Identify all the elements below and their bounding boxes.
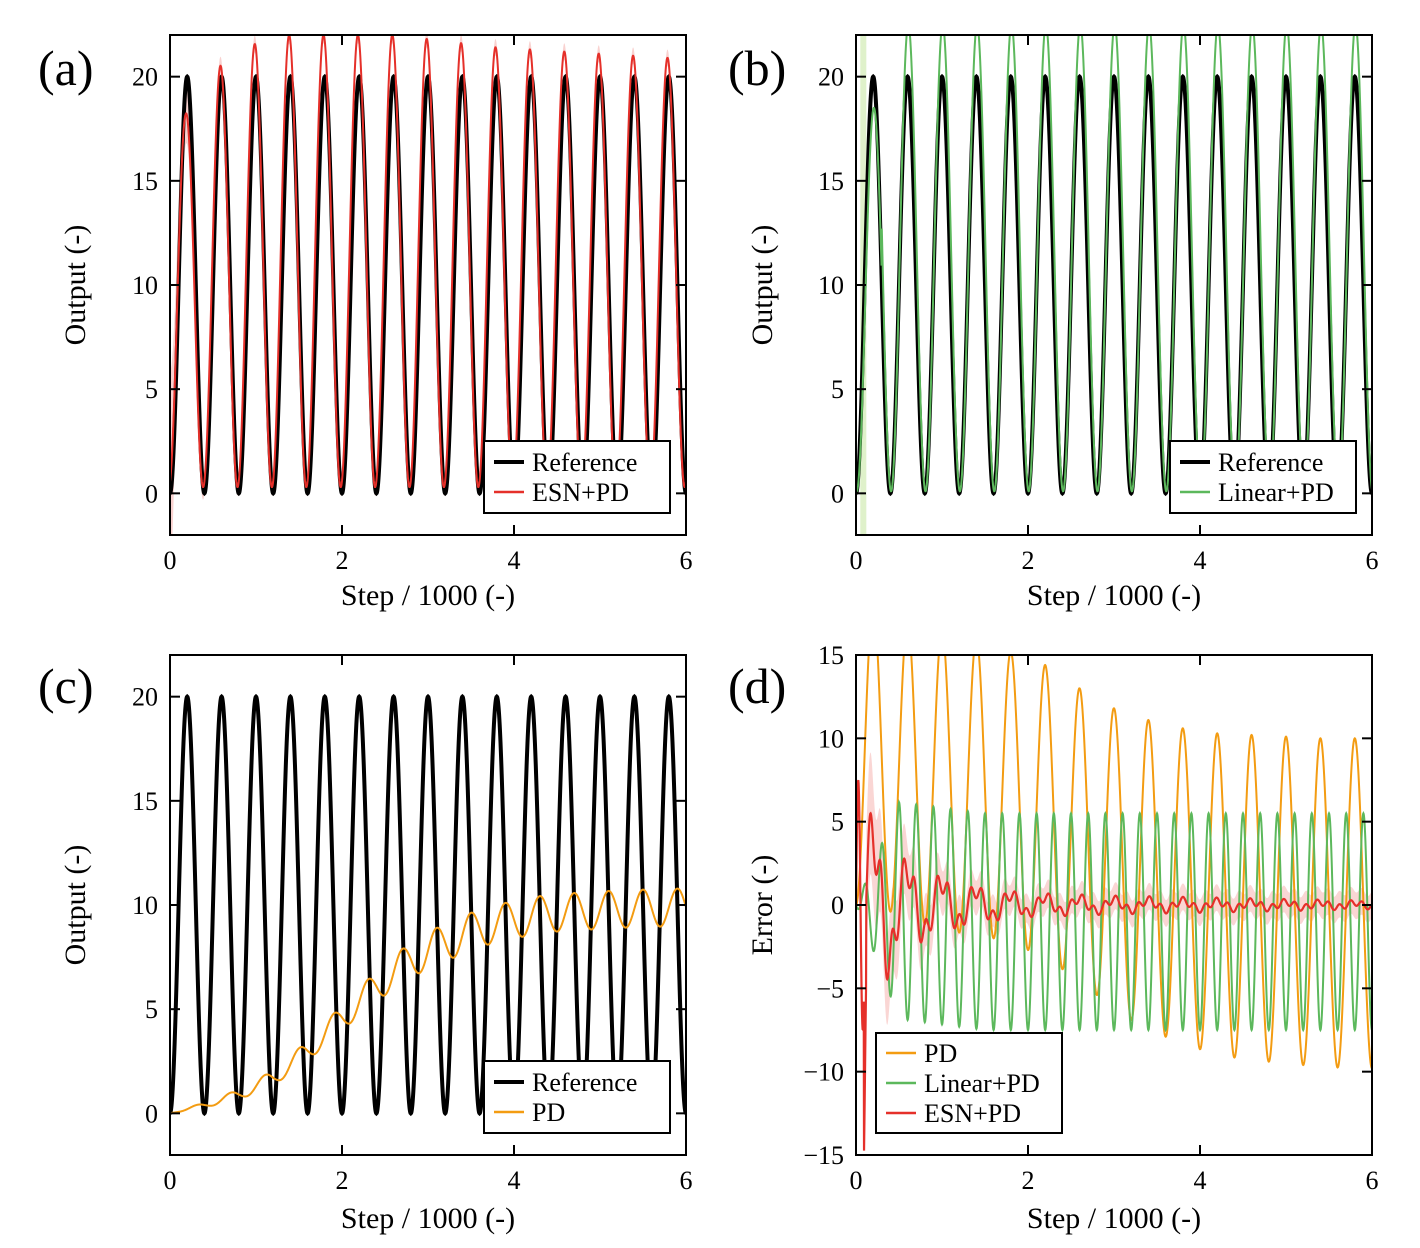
- y-tick-label-d--10: −10: [803, 1058, 844, 1087]
- x-tick-label-b-2: 2: [1022, 546, 1035, 575]
- panel-b: 0 2 4 6 0 5 10 15 20 (b) Step / 1000 (-) Output …: [728, 34, 1379, 612]
- series-line-reference-c: [170, 693, 686, 1117]
- legend-label-reference-b: Reference: [1218, 448, 1323, 477]
- y-tick-label-d--15: −15: [803, 1141, 844, 1170]
- legend-label-reference-c: Reference: [532, 1068, 637, 1097]
- series-line-esn-pd-a: [170, 35, 686, 489]
- ticks-a: 0 2 4 6 0 5 10 15 20: [132, 35, 693, 575]
- y-tick-label-d--5: −5: [816, 974, 844, 1003]
- y-tick-label-b-15: 15: [818, 167, 844, 196]
- x-tick-label-a-6: 6: [680, 546, 693, 575]
- legend-label-linear-pd-b: Linear+PD: [1218, 478, 1334, 507]
- y-axis-title-b: Output (-): [746, 225, 779, 346]
- legend-b: Reference Linear+PD: [1169, 440, 1357, 514]
- panel-d: 0 2 4 6 −15 −10 −5 0 5 10 15 (d) Step / 1000 (-) E…: [728, 641, 1379, 1235]
- series-line-esn-pd-d: [856, 779, 1372, 1151]
- legend-label-esn-pd-d: ESN+PD: [924, 1099, 1021, 1128]
- series-line-reference-a: [170, 73, 686, 497]
- y-tick-label-a-5: 5: [145, 375, 158, 404]
- x-tick-label-d-0: 0: [850, 1166, 863, 1195]
- y-tick-label-d-0: 0: [831, 891, 844, 920]
- x-axis-title-c: Step / 1000 (-): [341, 1202, 515, 1235]
- y-tick-label-a-15: 15: [132, 167, 158, 196]
- series-line-linear-pd-b: [856, 35, 1372, 493]
- x-tick-label-b-4: 4: [1194, 546, 1207, 575]
- x-tick-label-a-0: 0: [164, 546, 177, 575]
- y-axis-title-d: Error (-): [746, 855, 779, 956]
- x-axis-title-b: Step / 1000 (-): [1027, 579, 1201, 612]
- y-tick-label-a-0: 0: [145, 479, 158, 508]
- series-line-pd-c: [170, 887, 686, 1115]
- y-tick-label-c-0: 0: [145, 1099, 158, 1128]
- series-line-pd-d: [856, 655, 1372, 1070]
- series-line-reference-b: [856, 73, 1372, 497]
- panel-label-d: (d): [728, 658, 786, 714]
- legend-box-a: [483, 440, 671, 514]
- y-tick-label-d-15: 15: [818, 641, 844, 670]
- x-axis-title-a: Step / 1000 (-): [341, 579, 515, 612]
- x-tick-label-a-2: 2: [336, 546, 349, 575]
- y-axis-title-a: Output (-): [59, 225, 92, 346]
- x-tick-label-a-4: 4: [508, 546, 521, 575]
- y-tick-label-b-10: 10: [818, 271, 844, 300]
- x-tick-label-c-6: 6: [680, 1166, 693, 1195]
- legend-c: Reference PD: [483, 1060, 671, 1134]
- y-tick-label-b-0: 0: [831, 479, 844, 508]
- series-group-c: [170, 693, 686, 1117]
- x-tick-label-d-6: 6: [1366, 1166, 1379, 1195]
- y-tick-label-d-10: 10: [818, 724, 844, 753]
- legend-label-pd-d: PD: [924, 1039, 957, 1068]
- y-tick-label-c-5: 5: [145, 995, 158, 1024]
- y-tick-label-b-5: 5: [831, 375, 844, 404]
- ticks-c: 0 2 4 6 0 5 10 15 20: [132, 655, 693, 1195]
- y-tick-label-d-5: 5: [831, 808, 844, 837]
- series-line-linear-pd-d: [856, 799, 1372, 1033]
- panel-c: 0 2 4 6 0 5 10 15 20 (c) Step / 1000 (-) Output …: [38, 654, 693, 1235]
- y-tick-label-a-10: 10: [132, 271, 158, 300]
- series-group-a: [170, 35, 686, 497]
- legend-label-linear-pd-d: Linear+PD: [924, 1069, 1040, 1098]
- x-tick-label-b-0: 0: [850, 546, 863, 575]
- x-tick-label-c-4: 4: [508, 1166, 521, 1195]
- y-tick-label-c-15: 15: [132, 787, 158, 816]
- x-axis-title-d: Step / 1000 (-): [1027, 1202, 1201, 1235]
- legend-label-reference-a: Reference: [532, 448, 637, 477]
- panel-label-b: (b): [728, 40, 786, 96]
- series-group-b: [856, 35, 1372, 497]
- legend-a: Reference ESN+PD: [483, 440, 671, 514]
- x-tick-label-b-6: 6: [1366, 546, 1379, 575]
- series-group-d: [856, 655, 1372, 1151]
- legend-box-c: [483, 1060, 671, 1134]
- y-axis-title-c: Output (-): [59, 845, 92, 966]
- y-tick-label-a-20: 20: [132, 63, 158, 92]
- x-tick-label-d-4: 4: [1194, 1166, 1207, 1195]
- panel-label-c: (c): [38, 658, 94, 714]
- legend-d: PD Linear+PD ESN+PD: [875, 1032, 1063, 1134]
- y-tick-label-c-10: 10: [132, 891, 158, 920]
- x-tick-label-d-2: 2: [1022, 1166, 1035, 1195]
- panel-a: 0 2 4 6 0 5 10 15 20 (a) Step / 1000 (-) Output …: [38, 34, 693, 612]
- x-tick-label-c-0: 0: [164, 1166, 177, 1195]
- y-tick-label-b-20: 20: [818, 63, 844, 92]
- ticks-d: 0 2 4 6 −15 −10 −5 0 5 10 15: [803, 641, 1378, 1195]
- legend-box-b: [1169, 440, 1357, 514]
- x-tick-label-c-2: 2: [336, 1166, 349, 1195]
- panel-label-a: (a): [38, 40, 94, 96]
- legend-label-esn-pd-a: ESN+PD: [532, 478, 629, 507]
- ticks-b: 0 2 4 6 0 5 10 15 20: [818, 35, 1379, 575]
- y-tick-label-c-20: 20: [132, 683, 158, 712]
- legend-label-pd-c: PD: [532, 1098, 565, 1127]
